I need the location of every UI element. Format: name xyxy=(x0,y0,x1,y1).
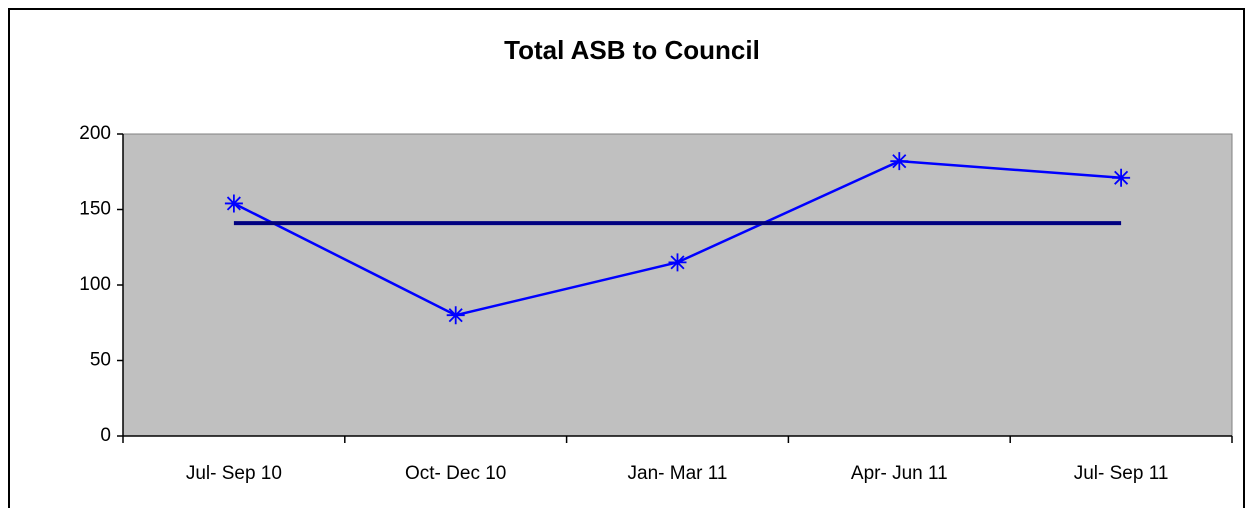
point-marker xyxy=(446,306,465,325)
x-tick-label: Oct- Dec 10 xyxy=(405,463,506,484)
chart-title: Total ASB to Council xyxy=(504,35,760,65)
x-tick-label: Apr- Jun 11 xyxy=(851,463,948,484)
point-marker xyxy=(668,253,687,272)
point-marker xyxy=(890,152,909,171)
point-marker xyxy=(1112,168,1131,187)
y-tick-label: 50 xyxy=(90,350,111,371)
point-marker xyxy=(224,194,243,213)
x-tick-label: Jul- Sep 11 xyxy=(1074,463,1169,484)
y-tick-label: 100 xyxy=(79,274,111,295)
x-tick-label: Jul- Sep 10 xyxy=(186,463,282,484)
y-tick-label: 0 xyxy=(100,425,111,446)
x-tick-label: Jan- Mar 11 xyxy=(628,463,728,484)
plot-area xyxy=(122,133,1233,437)
y-tick-label: 150 xyxy=(79,199,111,220)
y-tick-label: 200 xyxy=(79,123,111,144)
